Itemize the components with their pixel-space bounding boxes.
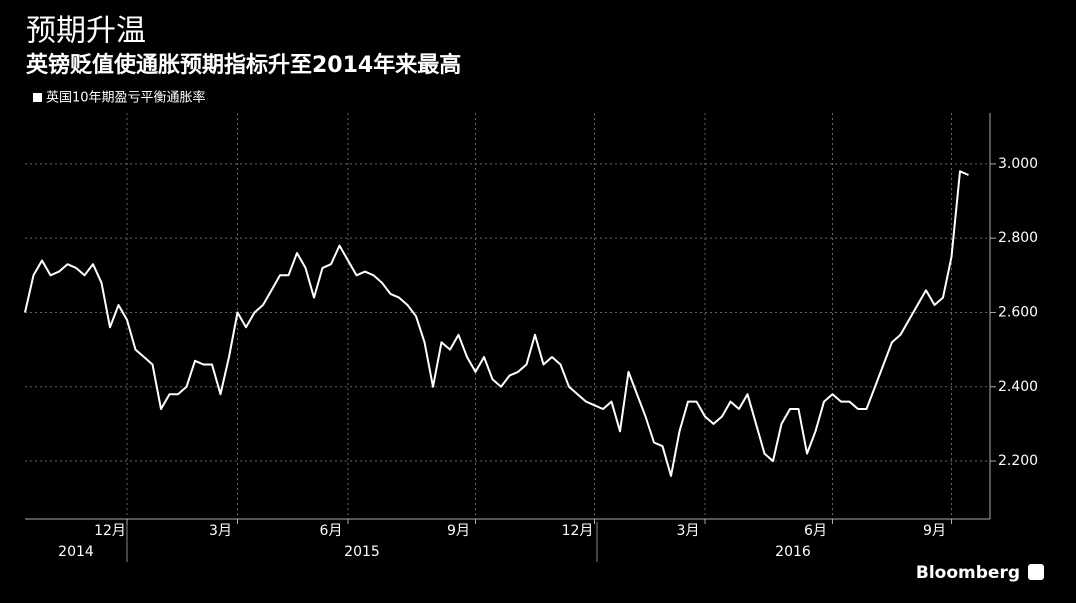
x-tick-label: 6月 — [804, 523, 827, 539]
chart-subtitle: 英镑贬值使通胀预期指标升至2014年来最高 — [26, 52, 461, 78]
year-label: 2014 — [58, 544, 94, 560]
legend-swatch — [33, 93, 42, 102]
x-tick-label: 9月 — [447, 523, 470, 539]
x-tick-label: 12月 — [94, 523, 126, 539]
y-tick-label: 2.400 — [998, 379, 1038, 395]
legend-label: 英国10年期盈亏平衡通胀率 — [46, 90, 206, 106]
y-tick-label: 3.000 — [998, 156, 1038, 172]
logo-icon — [1028, 564, 1044, 580]
y-tick-label: 2.800 — [998, 230, 1038, 246]
x-tick-label: 12月 — [562, 523, 594, 539]
x-tick-label: 3月 — [677, 523, 700, 539]
year-label: 2015 — [344, 544, 380, 560]
x-tick-label: 3月 — [209, 523, 232, 539]
year-label: 2016 — [775, 544, 811, 560]
chart-title: 预期升温 — [26, 14, 146, 49]
x-tick-label: 9月 — [923, 523, 946, 539]
source: Bloomberg — [916, 563, 1020, 583]
line-series — [24, 170, 969, 477]
y-tick-label: 2.200 — [998, 453, 1038, 469]
y-tick-label: 2.600 — [998, 304, 1038, 320]
x-tick-label: 6月 — [320, 523, 343, 539]
